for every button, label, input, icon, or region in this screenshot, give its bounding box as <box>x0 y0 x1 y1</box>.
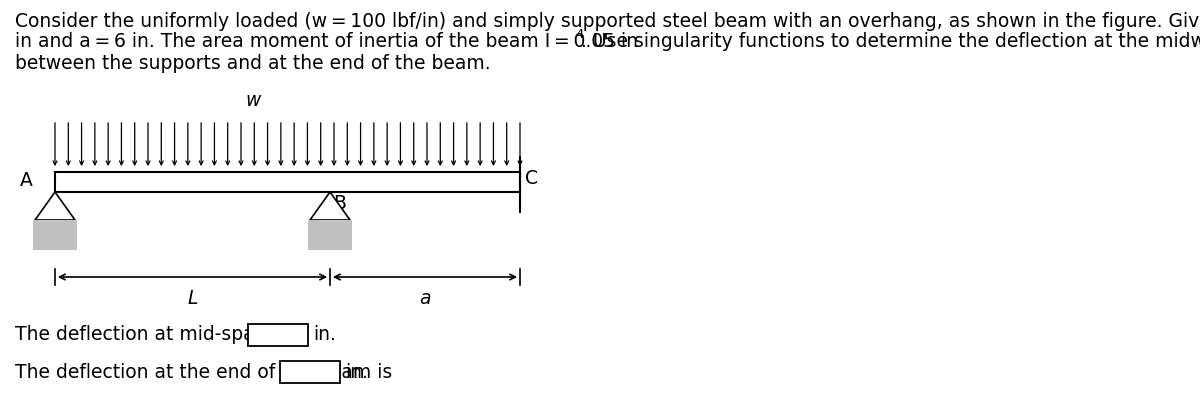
Text: in and a = 6 in. The area moment of inertia of the beam I = 0.05 in: in and a = 6 in. The area moment of iner… <box>14 32 638 51</box>
Text: Consider the uniformly loaded (w = 100 lbf/in) and simply supported steel beam w: Consider the uniformly loaded (w = 100 l… <box>14 12 1200 31</box>
Text: between the supports and at the end of the beam.: between the supports and at the end of t… <box>14 54 491 73</box>
Bar <box>280 361 340 383</box>
Polygon shape <box>310 192 350 220</box>
Text: 4: 4 <box>575 28 583 41</box>
Text: L: L <box>187 289 198 308</box>
Text: A: A <box>20 171 34 190</box>
Text: The deflection at mid-span is: The deflection at mid-span is <box>14 326 288 344</box>
Text: C: C <box>526 168 538 188</box>
Text: B: B <box>334 194 346 213</box>
Text: in.: in. <box>313 326 336 344</box>
Bar <box>34 220 77 250</box>
Polygon shape <box>35 192 74 220</box>
Text: in.: in. <box>346 362 368 382</box>
Bar <box>248 324 308 346</box>
Text: a: a <box>419 289 431 308</box>
Text: . Use singularity functions to determine the deflection at the midway: . Use singularity functions to determine… <box>581 32 1200 51</box>
Text: w: w <box>245 91 260 110</box>
Text: The deflection at the end of the beam is: The deflection at the end of the beam is <box>14 362 392 382</box>
Bar <box>55 172 520 192</box>
Bar <box>308 220 352 250</box>
